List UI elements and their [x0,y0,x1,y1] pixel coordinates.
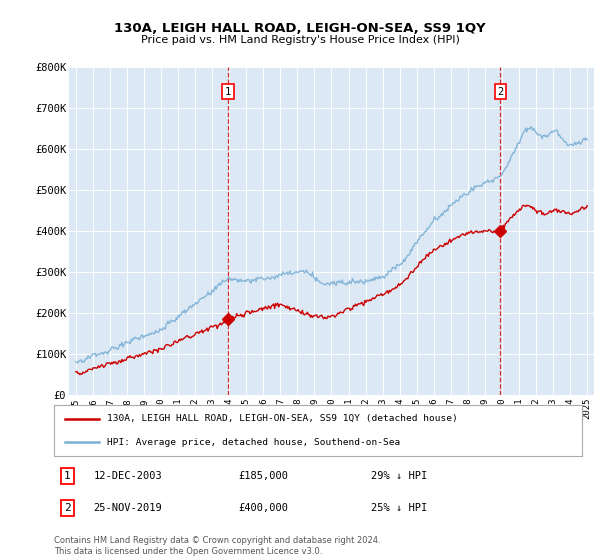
Text: 1: 1 [225,87,231,97]
Text: 29% ↓ HPI: 29% ↓ HPI [371,471,427,481]
Text: 12-DEC-2003: 12-DEC-2003 [94,471,163,481]
Text: 130A, LEIGH HALL ROAD, LEIGH-ON-SEA, SS9 1QY (detached house): 130A, LEIGH HALL ROAD, LEIGH-ON-SEA, SS9… [107,414,458,423]
Text: 25-NOV-2019: 25-NOV-2019 [94,503,163,513]
Text: Contains HM Land Registry data © Crown copyright and database right 2024.: Contains HM Land Registry data © Crown c… [54,536,380,545]
Text: 25% ↓ HPI: 25% ↓ HPI [371,503,427,513]
Text: 1: 1 [64,471,71,481]
Text: £185,000: £185,000 [239,471,289,481]
Text: HPI: Average price, detached house, Southend-on-Sea: HPI: Average price, detached house, Sout… [107,438,400,447]
Text: 130A, LEIGH HALL ROAD, LEIGH-ON-SEA, SS9 1QY: 130A, LEIGH HALL ROAD, LEIGH-ON-SEA, SS9… [114,22,486,35]
Text: Price paid vs. HM Land Registry's House Price Index (HPI): Price paid vs. HM Land Registry's House … [140,35,460,45]
Text: £400,000: £400,000 [239,503,289,513]
Text: 2: 2 [497,87,503,97]
Text: 2: 2 [64,503,71,513]
Text: This data is licensed under the Open Government Licence v3.0.: This data is licensed under the Open Gov… [54,547,322,556]
